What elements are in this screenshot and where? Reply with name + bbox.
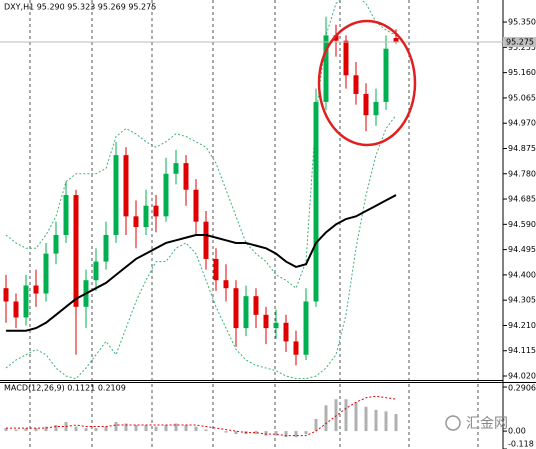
candle-body: [93, 261, 99, 281]
candle-body: [333, 35, 339, 41]
y-tick-label: 95.255: [508, 43, 536, 52]
candle-body: [223, 280, 229, 289]
candle-body: [163, 173, 169, 217]
y-tick-label: 94.875: [508, 144, 536, 153]
candle-body: [33, 285, 39, 294]
y-tick-label: 94.115: [508, 346, 536, 355]
candle-body: [273, 322, 279, 329]
candle-body: [63, 195, 69, 235]
candle-body: [3, 288, 9, 302]
candle-body: [193, 189, 199, 222]
candle-body: [293, 341, 299, 355]
candle-body: [13, 301, 19, 318]
candle-body: [363, 93, 369, 116]
axes: 95.350 95.255 95.160 95.065 94.970 94.875 94.7…: [503, 18, 536, 449]
candle-body: [343, 40, 349, 76]
candle-body: [213, 258, 219, 281]
y-tick-label: 94.590: [508, 220, 536, 229]
chart-title: DXY,H1 95.290 95.323 95.269 95.275: [4, 3, 156, 12]
macd-panel: [4, 395, 398, 438]
candle-body: [43, 253, 49, 294]
candle-body: [383, 48, 389, 102]
candle-body: [103, 234, 109, 262]
y-tick-label: 95.160: [508, 68, 536, 77]
current-price-label: 95.275: [506, 38, 534, 47]
watermark-text: 汇金网: [466, 416, 508, 432]
y-tick-label: 94.210: [508, 321, 536, 330]
candle-body: [353, 75, 359, 94]
y-tick-label: 0.00: [508, 427, 526, 436]
candle-body: [133, 216, 139, 227]
y-tick-label: 94.400: [508, 270, 536, 279]
candle-body: [183, 163, 189, 190]
moving-average: [6, 194, 397, 332]
candle-body: [323, 35, 329, 102]
y-tick-label: 95.350: [508, 18, 536, 27]
current-price-box: [503, 37, 536, 48]
candle-body: [73, 195, 79, 307]
band-upper: [5, 0, 397, 290]
candle-body: [153, 205, 159, 217]
watermark: 汇金网: [445, 415, 508, 432]
candle-body: [143, 205, 149, 227]
y-tick-label: 0.2906: [508, 384, 536, 393]
candle-body: [303, 301, 309, 355]
macd-title: MACD(12,26,9) 0.1121 0.2109: [4, 384, 126, 393]
y-tick-label: 94.970: [508, 119, 536, 128]
candle-body: [373, 101, 379, 116]
highlight-ellipse: [317, 19, 417, 147]
y-tick-label: 94.305: [508, 296, 536, 305]
candle-body: [283, 322, 289, 342]
candle-body: [23, 285, 29, 318]
candle-body: [233, 288, 239, 329]
candle-body: [203, 221, 209, 259]
candle-body: [243, 296, 249, 329]
candle-body: [393, 38, 399, 43]
time-grid: [29, 0, 479, 449]
y-tick-label: 94.780: [508, 169, 536, 178]
candle-body: [113, 155, 119, 235]
y-tick-label: -0.118: [508, 440, 534, 449]
y-tick-label: 94.020: [508, 372, 536, 381]
y-tick-label: 94.685: [508, 195, 536, 204]
candle-body: [253, 296, 259, 315]
y-tick-label: 95.065: [508, 93, 536, 102]
y-tick-label: 94.495: [508, 245, 536, 254]
candle-body: [123, 155, 129, 217]
main-panel: [0, 0, 503, 380]
band-lower: [5, 114, 397, 380]
macd-signal: [6, 395, 397, 437]
candle-body: [173, 163, 179, 174]
candle-body: [53, 234, 59, 254]
candle-body: [313, 101, 319, 302]
candle-body: [263, 314, 269, 329]
